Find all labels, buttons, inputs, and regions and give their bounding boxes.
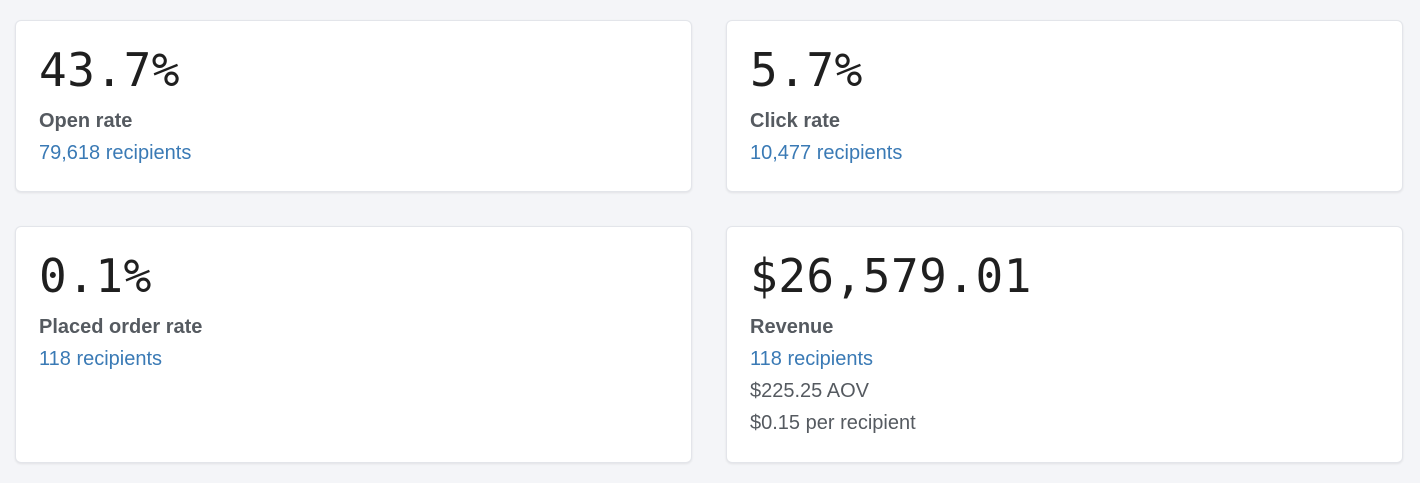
revenue-recipients-link[interactable]: 118 recipients bbox=[750, 348, 874, 370]
click-rate-value: 5.7% bbox=[750, 43, 863, 97]
placed-order-rate-value: 0.1% bbox=[39, 249, 152, 303]
revenue-label: Revenue bbox=[750, 316, 834, 338]
placed-order-rate-card: 0.1% Placed order rate 118 recipients bbox=[15, 226, 692, 463]
placed-order-recipients-link[interactable]: 118 recipients bbox=[39, 348, 163, 370]
revenue-per-recipient: $0.15 per recipient bbox=[750, 412, 916, 434]
revenue-value: $26,579.01 bbox=[750, 249, 1032, 303]
open-rate-value: 43.7% bbox=[39, 43, 180, 97]
open-rate-recipients-link[interactable]: 79,618 recipients bbox=[39, 142, 192, 164]
click-rate-label: Click rate bbox=[750, 110, 841, 132]
revenue-aov: $225.25 AOV bbox=[750, 380, 869, 402]
placed-order-rate-label: Placed order rate bbox=[39, 316, 203, 338]
click-rate-recipients-link[interactable]: 10,477 recipients bbox=[750, 142, 903, 164]
open-rate-label: Open rate bbox=[39, 110, 133, 132]
click-rate-card: 5.7% Click rate 10,477 recipients bbox=[726, 20, 1403, 192]
revenue-card: $26,579.01 Revenue 118 recipients $225.2… bbox=[726, 226, 1403, 463]
open-rate-card: 43.7% Open rate 79,618 recipients bbox=[15, 20, 692, 192]
